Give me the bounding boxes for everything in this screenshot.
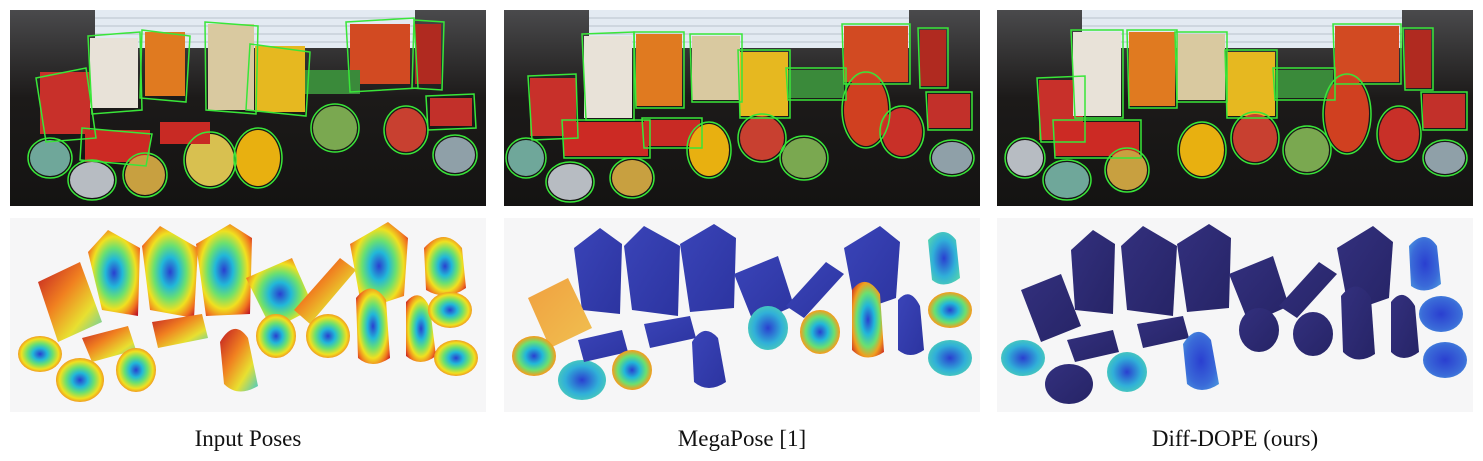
caption-input-poses: Input Poses [194,426,302,451]
input-poses-photo [10,10,486,206]
megapose-render [504,218,980,412]
input-poses-render [10,218,486,412]
megapose-photo [504,10,980,206]
caption-diff-dope: Diff-DOPE (ours) [1151,426,1319,451]
caption-megapose: MegaPose [1] [677,426,807,451]
diff-dope-render [997,218,1473,412]
diff-dope-photo [997,10,1473,206]
